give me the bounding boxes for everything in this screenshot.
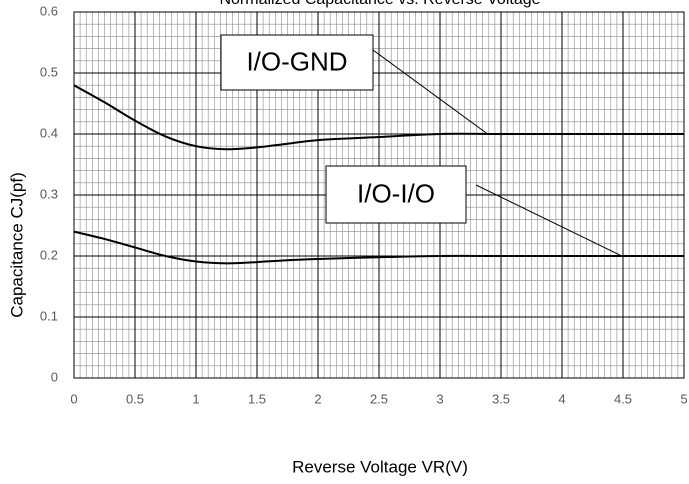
y-tick-label: 0.5	[40, 64, 58, 79]
annotation-box	[220, 34, 374, 91]
x-tick-label: 3	[436, 391, 443, 406]
x-tick-label: 4	[558, 391, 565, 406]
x-tick-label: 2.5	[370, 391, 388, 406]
x-tick-label: 1.5	[248, 391, 266, 406]
annotation-leader	[475, 184, 622, 257]
plot-border	[73, 11, 685, 379]
y-tick-label: 0.4	[40, 125, 58, 140]
y-tick-label: 0.3	[40, 186, 58, 201]
x-tick-label: 3.5	[492, 391, 510, 406]
series-line	[73, 230, 684, 265]
chart-title: Normalized Capacitance vs. Reverse Volta…	[219, 0, 540, 8]
x-tick-label: 0.5	[126, 391, 144, 406]
y-tick-label: 0.6	[40, 3, 58, 18]
annotation-text: I/O-GND	[246, 46, 347, 76]
series-line	[73, 84, 684, 151]
annotation-leader	[372, 49, 488, 135]
x-tick-label: 5	[680, 391, 687, 406]
y-axis-label: Capacitance CJ(pf)	[7, 172, 26, 318]
annotation-box	[325, 165, 467, 224]
x-tick-label: 0	[70, 391, 77, 406]
y-tick-label: 0.1	[40, 308, 58, 323]
x-tick-label: 1	[192, 391, 199, 406]
y-tick-label: 0.2	[40, 247, 58, 262]
y-tick-label: 0	[51, 369, 58, 384]
annotation-text: I/O-I/O	[357, 178, 435, 208]
x-axis-label: Reverse Voltage VR(V)	[292, 457, 468, 476]
x-tick-label: 2	[314, 391, 321, 406]
x-tick-label: 4.5	[614, 391, 632, 406]
